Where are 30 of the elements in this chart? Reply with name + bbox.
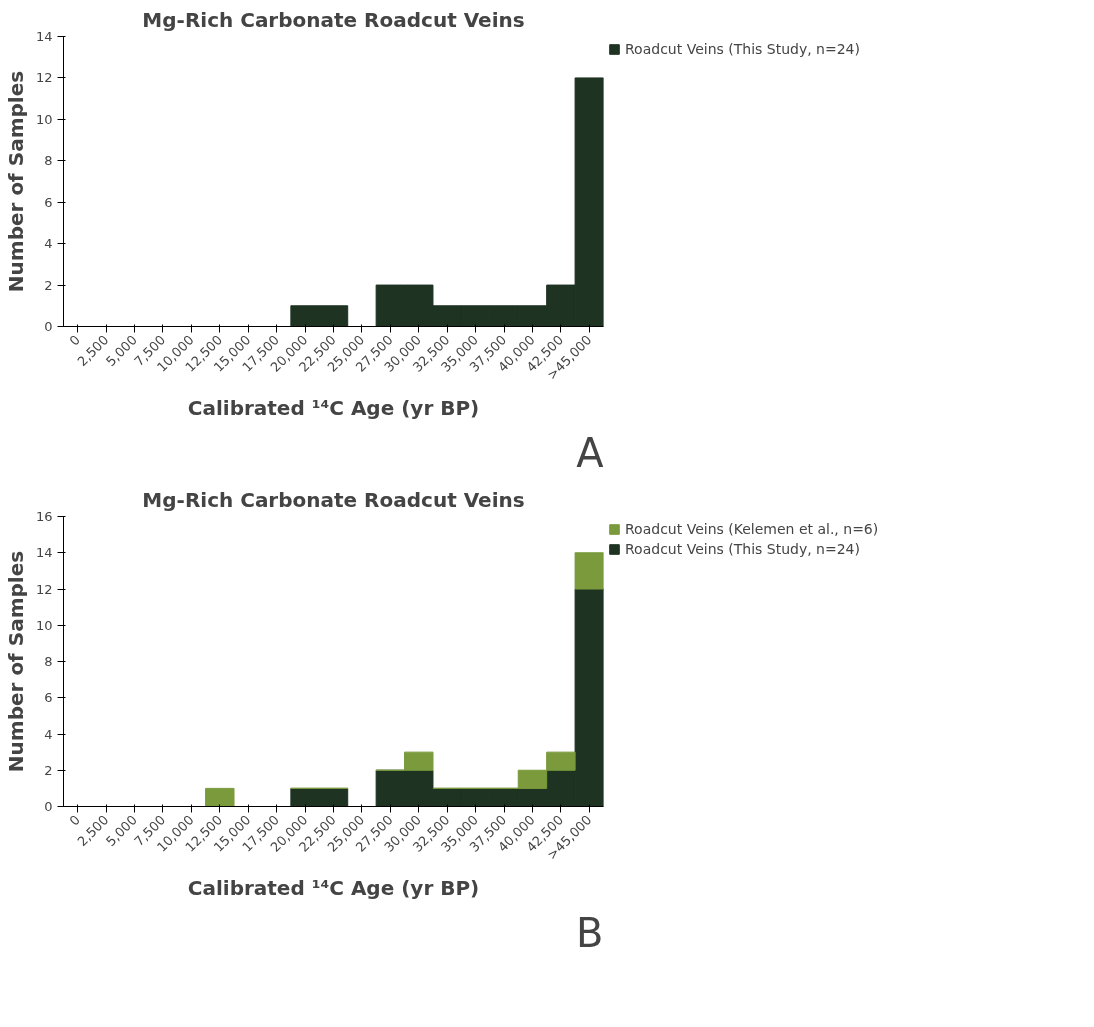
y-tick-label: 8	[44, 153, 53, 169]
y-tick-label: 12	[35, 581, 53, 597]
y-tick-label: 6	[44, 690, 53, 706]
y-axis-title: Number of Samples	[3, 70, 28, 293]
y-tick-label: 8	[44, 654, 53, 669]
y-tick-label: 14	[35, 545, 53, 561]
y-tick-label: 6	[44, 194, 53, 210]
chart-title: Mg-Rich Carbonate Roadcut Veins	[142, 487, 525, 512]
y-tick-label: 4	[44, 236, 53, 252]
y-tick-label: 14	[35, 29, 53, 44]
chart-title: Mg-Rich Carbonate Roadcut Veins	[142, 7, 525, 32]
x-axis-title: Calibrated ¹⁴C Age (yr BP)	[187, 395, 480, 420]
y-axis-title: Number of Samples	[3, 550, 28, 773]
x-tick-label: 0	[66, 812, 84, 829]
text: A	[576, 429, 605, 476]
legend-label: Roadcut Veins (Kelemen et al., n=6)	[625, 521, 879, 537]
x-axis-title: Calibrated ¹⁴C Age (yr BP)	[187, 875, 480, 900]
y-tick-label: 2	[44, 277, 53, 293]
text: B	[576, 909, 604, 956]
y-tick-label: 2	[44, 762, 53, 778]
y-tick-label: 10	[35, 617, 53, 633]
y-tick-label: 0	[44, 799, 53, 814]
y-tick-label: 4	[44, 726, 53, 742]
y-tick-label: 12	[35, 70, 53, 86]
x-tick-label: 0	[66, 332, 84, 349]
legend-label: Roadcut Veins (This Study, n=24)	[625, 541, 860, 557]
legend-label: Roadcut Veins (This Study, n=24)	[625, 41, 860, 57]
y-tick-label: 0	[44, 319, 53, 334]
y-tick-label: 10	[35, 111, 53, 127]
y-tick-label: 16	[35, 509, 53, 524]
